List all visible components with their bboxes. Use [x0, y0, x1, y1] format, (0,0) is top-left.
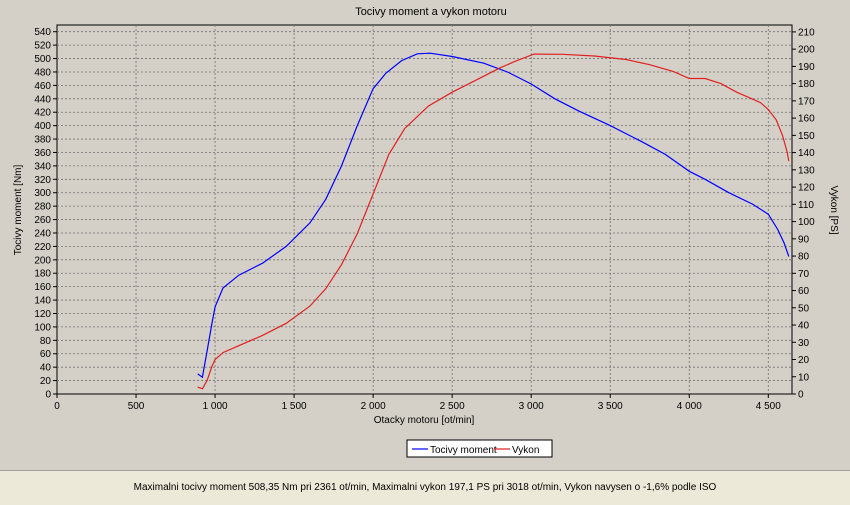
y-right-tick-label: 50 [798, 303, 810, 314]
chart-svg: Tocivy moment a vykon motoru 0 500 1 000 1 … [13, 6, 839, 458]
chart-title: Tocivy moment a vykon motoru [355, 6, 507, 18]
status-bar: Maximalni tocivy moment 508,35 Nm pri 23… [0, 470, 850, 505]
legend: Tocivy moment Vykon [406, 439, 553, 458]
y-right-tick-label: 40 [798, 321, 810, 332]
y-left-tick-label: 100 [34, 322, 51, 333]
axis-ticks: 0 500 1 000 1 500 2 000 2 500 3 000 3 500 4 000 4… [34, 27, 815, 412]
y-right-tick-label: 70 [798, 269, 810, 280]
y-right-tick-label: 90 [798, 234, 810, 245]
y-left-tick-label: 440 [34, 94, 51, 105]
y-left-tick-label: 200 [34, 255, 51, 266]
y-axis-right-label: Vykon [PS] [828, 185, 839, 234]
y-right-tick-label: 80 [798, 252, 810, 263]
y-right-tick-label: 140 [798, 148, 815, 159]
legend-label-power: Vykon [512, 445, 539, 456]
y-right-tick-label: 30 [798, 338, 810, 349]
y-left-tick-label: 220 [34, 242, 51, 253]
series-layer [197, 52, 790, 390]
y-left-tick-label: 160 [34, 282, 51, 293]
y-left-tick-label: 300 [34, 188, 51, 199]
x-tick-label: 4 500 [756, 401, 781, 412]
x-tick-label: 0 [54, 401, 60, 412]
x-tick-label: 1 000 [203, 401, 228, 412]
x-tick-label: 3 500 [598, 401, 623, 412]
legend-label-torque: Tocivy moment [430, 445, 497, 456]
y-right-tick-label: 120 [798, 183, 815, 194]
series-line-power [197, 53, 790, 390]
y-left-tick-label: 280 [34, 202, 51, 213]
y-left-tick-label: 260 [34, 215, 51, 226]
status-text: Maximalni tocivy moment 508,35 Nm pri 23… [133, 482, 717, 493]
y-right-tick-label: 100 [798, 217, 815, 228]
y-left-tick-label: 480 [34, 67, 51, 78]
y-axis-left-label: Tocivy moment [Nm] [13, 164, 24, 255]
y-left-tick-label: 500 [34, 54, 51, 65]
y-right-tick-label: 0 [798, 390, 804, 401]
y-left-tick-label: 420 [34, 108, 51, 119]
plot-area [56, 24, 793, 395]
y-left-tick-label: 380 [34, 135, 51, 146]
y-right-tick-label: 20 [798, 355, 810, 366]
y-left-tick-label: 540 [34, 27, 51, 38]
x-tick-label: 2 500 [440, 401, 465, 412]
y-left-tick-label: 240 [34, 228, 51, 239]
y-left-tick-label: 320 [34, 175, 51, 186]
y-left-tick-label: 520 [34, 41, 51, 52]
y-right-tick-label: 170 [798, 96, 815, 107]
x-tick-label: 3 000 [519, 401, 544, 412]
y-left-tick-label: 40 [40, 363, 52, 374]
y-right-tick-label: 190 [798, 62, 815, 73]
series-line-torque [197, 52, 790, 379]
y-left-tick-label: 140 [34, 296, 51, 307]
y-left-tick-label: 0 [45, 390, 51, 401]
y-right-tick-label: 110 [798, 200, 814, 211]
y-left-tick-label: 20 [40, 376, 52, 387]
y-left-tick-label: 120 [34, 309, 51, 320]
y-left-tick-label: 340 [34, 161, 51, 172]
y-right-tick-label: 180 [798, 79, 815, 90]
y-right-tick-label: 60 [798, 286, 810, 297]
y-left-tick-label: 400 [34, 121, 51, 132]
y-left-tick-label: 360 [34, 148, 51, 159]
y-right-tick-label: 160 [798, 114, 815, 125]
grid-lines [57, 25, 792, 394]
x-tick-label: 1 500 [282, 401, 307, 412]
y-left-tick-label: 60 [40, 349, 52, 360]
x-axis-label: Otacky motoru [ot/min] [374, 415, 475, 426]
y-left-tick-label: 460 [34, 81, 51, 92]
y-right-tick-label: 130 [798, 165, 815, 176]
y-right-tick-label: 200 [798, 45, 815, 56]
x-tick-label: 4 000 [677, 401, 702, 412]
x-tick-label: 500 [128, 401, 145, 412]
x-tick-label: 2 000 [361, 401, 386, 412]
y-left-tick-label: 80 [40, 336, 52, 347]
y-right-tick-label: 10 [798, 372, 810, 383]
y-right-tick-label: 210 [798, 27, 815, 38]
y-left-tick-label: 180 [34, 269, 51, 280]
legend-box [406, 439, 553, 458]
y-right-tick-label: 150 [798, 131, 815, 142]
